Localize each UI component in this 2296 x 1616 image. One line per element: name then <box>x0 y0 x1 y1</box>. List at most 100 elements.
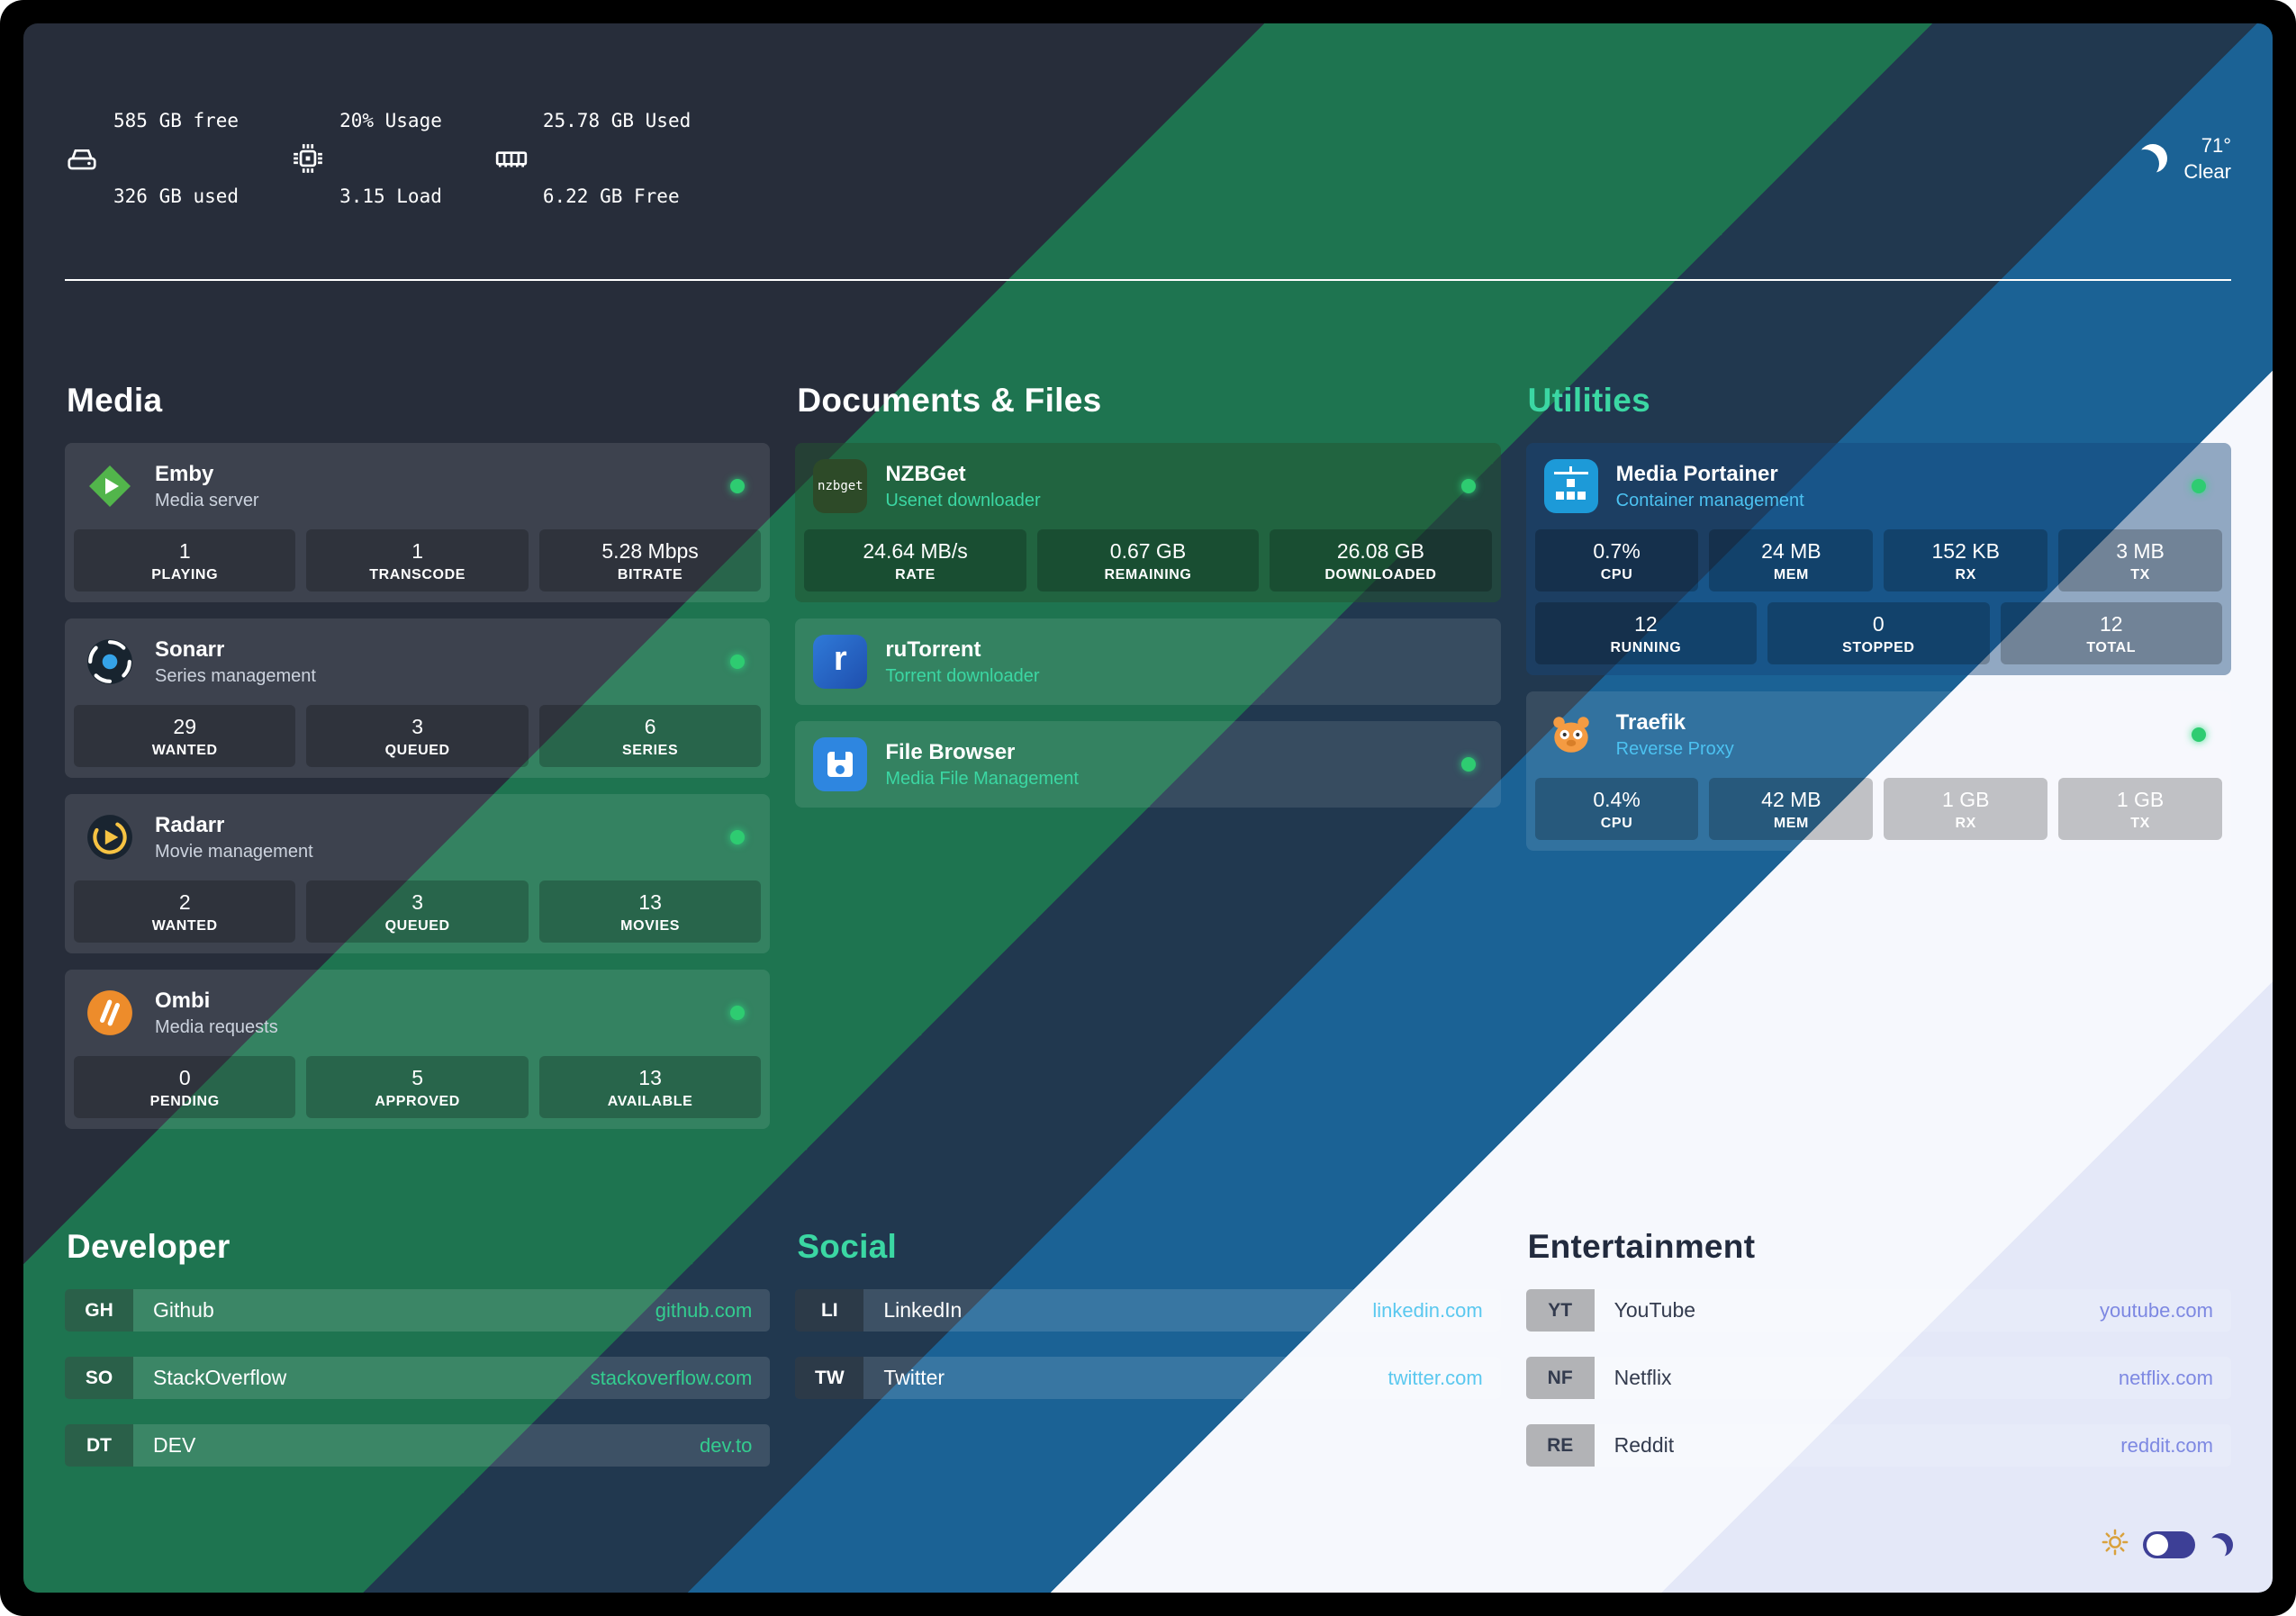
disk-used-text: 326 GB used <box>113 185 240 207</box>
bookmark-url: stackoverflow.com <box>590 1366 753 1389</box>
section-utilities: Utilities Media Portai <box>1525 382 2231 867</box>
section-title-utilities: Utilities <box>1527 382 1650 419</box>
bookmark-youtube[interactable]: YT YouTube youtube.com <box>1525 1289 2231 1332</box>
filebrowser-icon <box>813 737 868 791</box>
bookmark-tag: TW <box>795 1357 864 1399</box>
app-name: Emby <box>155 461 214 486</box>
stat-pending: 0 PENDING <box>74 1056 296 1118</box>
app-description: Media File Management <box>885 768 1079 789</box>
bookmark-github[interactable]: GH Github github.com <box>65 1289 771 1332</box>
stat-stopped: 0 STOPPED <box>1767 602 1990 664</box>
app-name: Media Portainer <box>1615 461 1778 486</box>
memory-used-text: 25.78 GB Used <box>542 110 692 131</box>
app-description: Movie management <box>155 841 313 862</box>
stat-approved: 5 APPROVED <box>306 1056 529 1118</box>
bookmark-linkedin[interactable]: LI LinkedIn linkedin.com <box>795 1289 1501 1332</box>
dashboard-background: 585 GB free 326 GB used 20% Usage 3.15 L… <box>23 23 2273 1593</box>
memory-icon <box>494 141 529 176</box>
stat-movies: 13 MOVIES <box>538 880 762 943</box>
bookmark-url: linkedin.com <box>1372 1298 1483 1322</box>
stat-mem: 42 MB MEM <box>1709 778 1874 840</box>
theme-toggle-knob <box>2147 1533 2168 1556</box>
section-documents-files: Documents & Files nzbget NZBGet Usenet d… <box>795 382 1501 824</box>
section-title-media: Media <box>67 382 163 419</box>
app-card-radarr[interactable]: Radarr Movie management 2 WANTED 3 QUEUE… <box>65 794 771 953</box>
app-name: Traefik <box>1615 709 1686 735</box>
app-card-sonarr[interactable]: Sonarr Series management 29 WANTED 3 QUE… <box>65 618 771 778</box>
app-description: Series management <box>155 665 316 686</box>
stat-queued: 3 QUEUED <box>306 705 529 767</box>
app-description: Reverse Proxy <box>1615 738 1734 759</box>
app-description: Container management <box>1615 490 1804 510</box>
disk-icon <box>65 141 99 176</box>
online-status-dot <box>2191 479 2206 493</box>
cpu-usage-text: 20% Usage <box>339 110 442 131</box>
app-card-emby[interactable]: Emby Media server 1 PLAYING 1 TRANSCODE <box>65 443 771 602</box>
app-name: Ombi <box>155 988 211 1013</box>
radarr-icon <box>83 810 137 864</box>
weather-temperature: 71° <box>2201 134 2231 157</box>
sonarr-icon <box>83 635 137 689</box>
dark-mode-moon-icon <box>2210 1533 2233 1557</box>
stat-transcode: 1 TRANSCODE <box>306 529 529 591</box>
cpu-usage-widget: 20% Usage 3.15 Load <box>291 58 442 259</box>
online-status-dot <box>1460 757 1476 772</box>
bookmark-name: LinkedIn <box>883 1298 963 1322</box>
app-card-filebrowser[interactable]: File Browser Media File Management <box>795 721 1501 808</box>
header-divider <box>65 279 2231 281</box>
theme-toggle-switch[interactable] <box>2143 1530 2195 1558</box>
stat-mem: 24 MB MEM <box>1709 529 1874 591</box>
section-entertainment: Entertainment YT YouTube youtube.com NF … <box>1525 1228 2231 1492</box>
online-status-dot <box>2191 727 2206 742</box>
bookmark-name: Reddit <box>1614 1433 1675 1457</box>
stat-playing: 1 PLAYING <box>74 529 296 591</box>
sun-icon <box>2102 1529 2129 1560</box>
moon-icon <box>2138 144 2167 173</box>
bookmark-url: github.com <box>655 1298 753 1322</box>
section-title-documents: Documents & Files <box>797 382 1102 419</box>
app-card-nzbget[interactable]: nzbget NZBGet Usenet downloader 24.64 MB… <box>795 443 1501 602</box>
bookmark-twitter[interactable]: TW Twitter twitter.com <box>795 1357 1501 1399</box>
online-status-dot <box>730 479 746 493</box>
stat-remaining: 0.67 GB REMAINING <box>1036 529 1260 591</box>
app-description: Torrent downloader <box>885 665 1040 686</box>
app-name: NZBGet <box>885 461 966 486</box>
section-social: Social LI LinkedIn linkedin.com TW Twitt… <box>795 1228 1501 1424</box>
bookmark-tag: NF <box>1525 1357 1595 1399</box>
app-card-portainer[interactable]: Media Portainer Container management 0.7… <box>1525 443 2231 675</box>
online-status-dot <box>730 830 746 844</box>
weather-condition: Clear <box>2183 160 2231 183</box>
stat-wanted: 29 WANTED <box>74 705 296 767</box>
bookmark-reddit[interactable]: RE Reddit reddit.com <box>1525 1424 2231 1467</box>
bookmark-name: Twitter <box>883 1366 945 1389</box>
stat-bitrate: 5.28 Mbps BITRATE <box>538 529 762 591</box>
bookmark-tag: YT <box>1525 1289 1595 1332</box>
bookmark-tag: SO <box>65 1357 133 1399</box>
bookmark-name: DEV <box>153 1433 196 1457</box>
bookmark-dev[interactable]: DT DEV dev.to <box>65 1424 771 1467</box>
app-card-ombi[interactable]: Ombi Media requests 0 PENDING 5 APPROVED <box>65 970 771 1129</box>
bookmark-name: YouTube <box>1614 1298 1696 1322</box>
section-developer: Developer GH Github github.com SO StackO… <box>65 1228 771 1492</box>
nzbget-icon: nzbget <box>813 459 868 513</box>
bookmark-name: Netflix <box>1614 1366 1672 1389</box>
bookmark-url: youtube.com <box>2100 1298 2213 1322</box>
app-card-rutorrent[interactable]: r ruTorrent Torrent downloader <box>795 618 1501 705</box>
stat-wanted: 2 WANTED <box>74 880 296 943</box>
system-status-bar: 585 GB free 326 GB used 20% Usage 3.15 L… <box>65 58 2231 259</box>
stat-queued: 3 QUEUED <box>306 880 529 943</box>
app-card-traefik[interactable]: Traefik Reverse Proxy 0.4% CPU 42 MB MEM <box>1525 691 2231 851</box>
app-name: Sonarr <box>155 636 225 662</box>
stat-tx: 1 GB TX <box>2058 778 2222 840</box>
bookmark-stackoverflow[interactable]: SO StackOverflow stackoverflow.com <box>65 1357 771 1399</box>
ombi-icon <box>83 986 137 1040</box>
bookmark-netflix[interactable]: NF Netflix netflix.com <box>1525 1357 2231 1399</box>
portainer-icon <box>1543 459 1598 513</box>
app-description: Media requests <box>155 1016 278 1037</box>
bookmark-tag: GH <box>65 1289 133 1332</box>
bookmark-tag: RE <box>1525 1424 1595 1467</box>
bookmark-tag: DT <box>65 1424 133 1467</box>
app-name: Radarr <box>155 812 225 837</box>
stat-series: 6 SERIES <box>538 705 762 767</box>
disk-usage-widget: 585 GB free 326 GB used <box>65 58 239 259</box>
